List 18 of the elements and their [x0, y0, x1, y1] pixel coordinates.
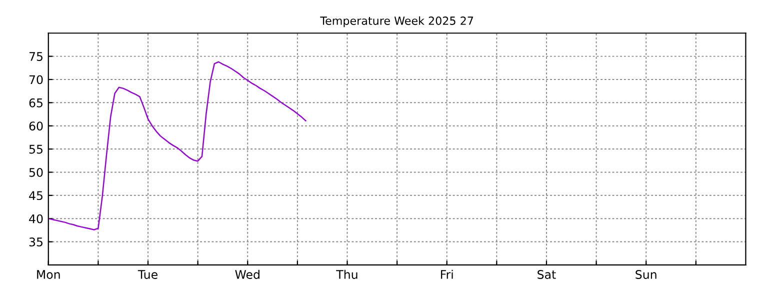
x-tick-label: Tue [138, 270, 158, 279]
x-tick-label: Sat [538, 270, 556, 279]
y-tick-label: 50 [29, 168, 43, 177]
x-tick-label: Fri [440, 270, 453, 279]
x-tick-label: Mon [37, 270, 60, 279]
x-tick-label: Sun [636, 270, 656, 279]
x-tick-label: Wed [235, 270, 260, 279]
y-tick-label: 35 [29, 238, 42, 246]
y-tick-label: 60 [29, 122, 43, 131]
y-tick-label: 55 [29, 144, 42, 154]
y-tick-label: 75 [29, 52, 42, 61]
x-tick-label: Thu [336, 270, 358, 279]
y-tick-label: 40 [29, 214, 43, 224]
y-tick-label: 65 [29, 98, 42, 108]
line-series [48, 61, 306, 230]
y-tick-label: 45 [29, 191, 42, 200]
chart-title: Temperature Week 2025 27 [320, 16, 474, 28]
y-tick-label: 70 [29, 75, 43, 84]
